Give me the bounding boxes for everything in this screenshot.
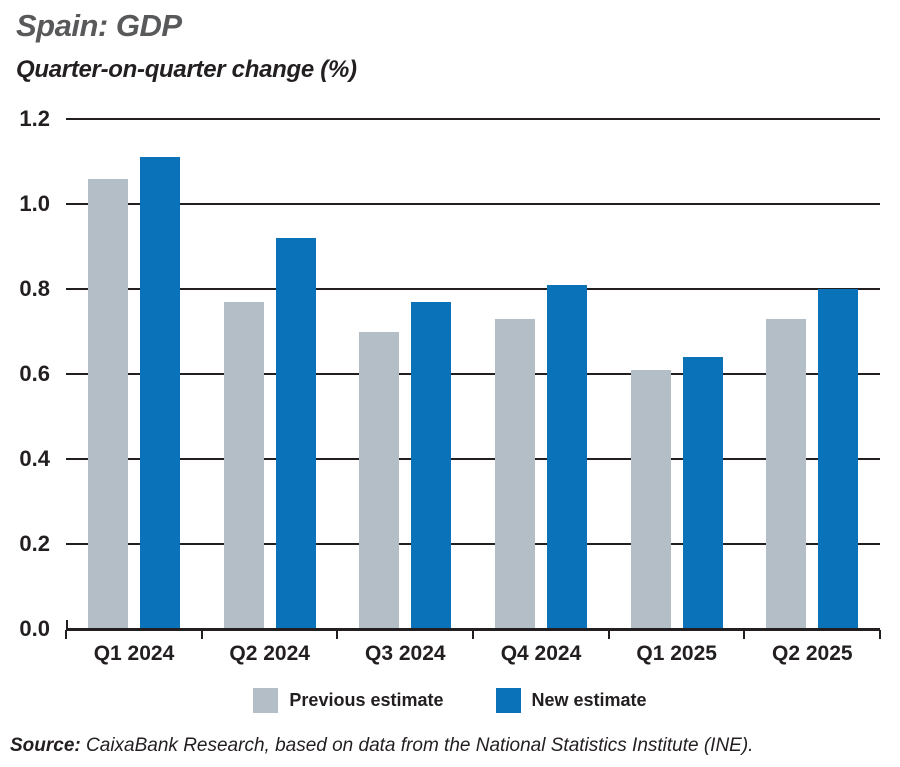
x-axis-tick xyxy=(65,630,67,639)
bar-previous-estimate-q1-2024 xyxy=(87,178,128,629)
chart-subtitle: Quarter-on-quarter change (%) xyxy=(16,56,357,83)
x-tick-label: Q2 2024 xyxy=(229,642,310,665)
x-tick-label: Q4 2024 xyxy=(500,642,582,665)
source-text: CaixaBank Research, based on data from t… xyxy=(80,735,754,756)
source-prefix: Source: xyxy=(10,735,81,756)
bar-new-estimate-q4-2024 xyxy=(546,284,587,629)
x-axis-tick xyxy=(472,630,474,639)
legend-swatch-new-estimate xyxy=(495,688,521,713)
x-axis-line xyxy=(66,628,880,631)
bar-previous-estimate-q3-2024 xyxy=(359,331,400,629)
x-tick-label: Q2 2025 xyxy=(772,642,853,665)
x-tick-label: Q3 2024 xyxy=(365,642,446,665)
bar-previous-estimate-q1-2025 xyxy=(630,369,671,629)
bar-previous-estimate-q2-2025 xyxy=(766,318,807,629)
x-tick-label: Q1 2024 xyxy=(93,642,175,665)
gridline xyxy=(66,118,880,120)
gridline xyxy=(66,203,880,205)
legend-item-new-estimate: New estimate xyxy=(495,688,647,713)
bar-new-estimate-q1-2025 xyxy=(682,357,723,629)
legend-swatch-previous-estimate xyxy=(253,688,279,713)
gridline xyxy=(66,543,880,545)
y-tick-label: 0.4 xyxy=(19,446,50,471)
y-tick-label: 0.2 xyxy=(19,531,50,556)
x-axis-tick xyxy=(879,630,881,639)
legend-label-new-estimate: New estimate xyxy=(531,690,647,710)
x-axis-tick xyxy=(607,630,610,639)
bar-new-estimate-q3-2024 xyxy=(411,301,452,629)
y-tick-label: 0.8 xyxy=(19,276,50,301)
bar-new-estimate-q1-2024 xyxy=(139,157,180,629)
source-line: Source: CaixaBank Research, based on dat… xyxy=(10,735,753,757)
bar-previous-estimate-q4-2024 xyxy=(494,318,535,629)
legend: Previous estimate New estimate xyxy=(0,688,900,713)
bar-new-estimate-q2-2025 xyxy=(818,289,859,629)
y-tick-label: 0.0 xyxy=(19,616,50,641)
gridline xyxy=(66,458,880,460)
x-axis-tick xyxy=(743,630,746,639)
x-tick-label: Q1 2025 xyxy=(636,642,717,665)
y-tick-label: 1.2 xyxy=(19,106,50,131)
bar-previous-estimate-q2-2024 xyxy=(223,301,264,629)
legend-item-previous-estimate: Previous estimate xyxy=(253,688,444,713)
y-axis-corner-tick xyxy=(66,620,68,628)
x-axis-tick xyxy=(200,630,203,639)
gridline xyxy=(66,288,880,290)
y-tick-label: 0.6 xyxy=(19,361,50,386)
gridline xyxy=(66,373,880,375)
y-tick-label: 1.0 xyxy=(19,191,50,216)
legend-label-previous-estimate: Previous estimate xyxy=(289,690,444,710)
chart-title: Spain: GDP xyxy=(16,8,182,43)
bar-new-estimate-q2-2024 xyxy=(275,238,316,629)
x-axis-tick xyxy=(336,630,339,639)
